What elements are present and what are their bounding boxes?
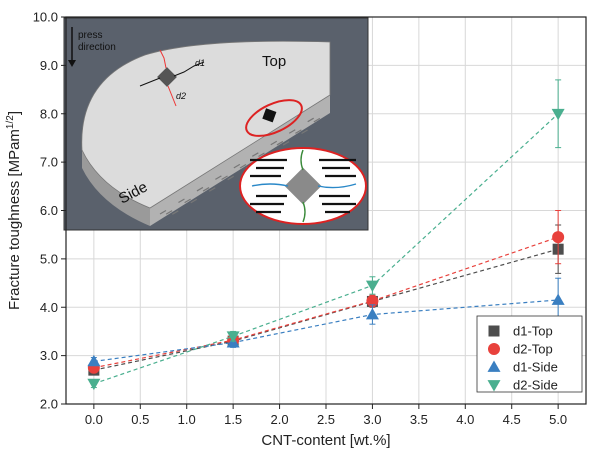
zoom-indent (284, 167, 322, 205)
specimen-inset: press direction Top Side d1 d2 (63, 17, 369, 231)
y-axis-title: Fracture toughness [MPam1/2] (5, 111, 23, 310)
x-tick-label: 0.0 (85, 412, 103, 427)
legend-marker-d2-top (488, 343, 500, 355)
x-tick-label: 2.5 (317, 412, 335, 427)
series-line-d2-top (93, 236, 559, 369)
fiber-dash (239, 163, 247, 169)
data-point-d1-side (551, 293, 565, 305)
fiber-dash (190, 198, 198, 204)
top-indent (157, 67, 177, 87)
direction-label: direction (78, 42, 116, 53)
x-tick-label: 1.5 (224, 412, 242, 427)
legend-label-d1-side: d1-Side (513, 360, 558, 375)
fiber-dash (233, 163, 241, 169)
side-indent-highlight (245, 99, 303, 137)
fiber-dash (159, 209, 167, 215)
y-tick-label: 6.0 (40, 203, 58, 218)
fiber-dash (301, 129, 308, 135)
fiber-dash (313, 117, 321, 123)
y-tick-label: 5.0 (40, 251, 58, 266)
series-line-d1-side (93, 299, 559, 363)
zoom-crack-d1 (251, 183, 357, 189)
y-tick-label: 3.0 (40, 348, 58, 363)
data-point-d1-side (365, 308, 379, 320)
fiber-dashes (159, 117, 321, 215)
y-tick-label: 7.0 (40, 155, 58, 170)
press-label: press (78, 30, 102, 41)
fiber-dash (208, 187, 216, 192)
specimen-top-face (81, 40, 331, 209)
x-tick-label: 2.0 (271, 412, 289, 427)
legend-marker-d1-side (487, 360, 501, 372)
series-line-d1-top (93, 248, 559, 371)
legend-marker-d1-top (488, 325, 500, 337)
legend: d1-Top d2-Top d1-Side d2-Side (476, 315, 583, 393)
x-tick-label: 4.5 (503, 412, 521, 427)
data-point-d2-side (226, 331, 240, 343)
x-tick-label: 3.0 (363, 412, 381, 427)
side-indent (262, 108, 277, 123)
plot-area (87, 79, 565, 391)
y-tick-label: 2.0 (40, 397, 58, 412)
data-point-d2-side (87, 378, 101, 391)
y-tick-label: 9.0 (40, 58, 58, 73)
fiber-dash (196, 186, 204, 192)
d2-label-top: d2 (176, 91, 186, 101)
fiber-dash (307, 117, 314, 123)
x-tick-label: 0.5 (131, 412, 149, 427)
fiber-dash (172, 210, 179, 215)
axes: 0.0 0.5 1.0 1.5 2.0 2.5 3.0 3.5 4.0 4.5 5.0 2.0 3.0 4… (5, 10, 587, 449)
press-arrow-head (68, 60, 76, 67)
fiber-dash (184, 198, 191, 204)
x-axis-title: CNT-content [wt.%] (261, 432, 390, 449)
series-line-d2-side (93, 113, 559, 385)
x-tick-label: 1.0 (178, 412, 196, 427)
top-label: Top (262, 53, 286, 70)
zoom-lamellae (250, 158, 356, 214)
fiber-dash (227, 175, 234, 181)
x-tick-label: 5.0 (549, 412, 567, 427)
data-point-d1-side (87, 354, 101, 367)
d1-label-top: d1 (195, 58, 205, 68)
specimen-side-face (82, 150, 150, 226)
legend-label-d2-top: d2-Top (513, 342, 553, 357)
y-tick-label: 8.0 (40, 106, 58, 121)
fiber-dash (221, 175, 228, 181)
crack-d1-top-left (139, 77, 161, 87)
data-point-d2-side (365, 280, 379, 292)
fiber-dash (270, 140, 278, 146)
crack-d1-top (173, 61, 205, 77)
data-point-d2-side (551, 108, 565, 121)
fiber-dash (258, 152, 265, 157)
fiber-dash (282, 141, 290, 146)
zoom-crack-d2 (300, 149, 306, 223)
legend-label-d2-side: d2-Side (513, 378, 558, 393)
fiber-dash (288, 129, 296, 134)
data-point-d2-top (552, 231, 565, 244)
legend-label-d1-top: d1-Top (513, 324, 553, 339)
y-tick-label: 4.0 (40, 300, 58, 315)
x-tick-label: 3.5 (410, 412, 428, 427)
fiber-dash (165, 210, 173, 215)
data-point-d2-top (366, 294, 379, 307)
crack-d2-top (167, 85, 177, 107)
fiber-dash (215, 175, 222, 180)
fiber-dash (202, 187, 210, 192)
fiber-dash (276, 140, 284, 146)
x-tick-label: 4.0 (456, 412, 474, 427)
legend-marker-d2-side (487, 380, 501, 392)
fiber-dash (252, 152, 259, 157)
fiber-dash (295, 129, 302, 134)
crack-d2-top-up (159, 49, 167, 69)
fiber-dash (178, 198, 185, 203)
y-tick-label: 10.0 (33, 10, 58, 25)
